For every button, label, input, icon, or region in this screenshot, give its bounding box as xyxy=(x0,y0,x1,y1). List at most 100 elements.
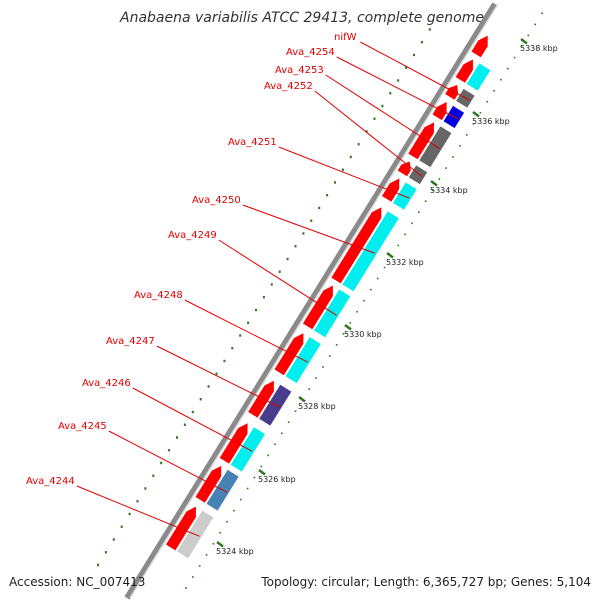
gene-label-ava_4248: Ava_4248 xyxy=(134,290,183,301)
minor-tick xyxy=(233,509,235,512)
minor-tick xyxy=(301,399,304,401)
minor-tick xyxy=(342,333,345,335)
gene-label-nifw: nifW xyxy=(334,32,357,43)
minor-tick-inner xyxy=(286,257,289,261)
gene-label-ava_4245: Ava_4245 xyxy=(58,421,107,432)
leader-line-ava_4249 xyxy=(218,239,337,316)
minor-tick xyxy=(192,576,194,578)
tick-mark-5330-kbp xyxy=(344,324,352,331)
minor-tick-inner xyxy=(168,449,171,452)
minor-tick xyxy=(472,123,475,125)
gene-labels: Ava_4244 Ava_4245 Ava_4246 Ava_4247 Ava_4248… xyxy=(26,32,471,537)
minor-tick-inner xyxy=(412,53,415,57)
minor-tick-inner xyxy=(215,372,218,375)
minor-tick-inner xyxy=(333,181,336,184)
minor-tick-inner xyxy=(302,232,305,235)
tick-label-5338-kbp: 5338 kbp xyxy=(520,44,558,53)
minor-tick-inner xyxy=(397,79,400,82)
leader-line-nifw xyxy=(360,41,471,101)
cds-arrow-ava_4245 xyxy=(195,465,222,503)
leader-line-ava_4248 xyxy=(184,299,308,363)
minor-tick xyxy=(445,167,447,169)
minor-tick-inner xyxy=(183,423,186,426)
tick-label-5328-kbp: 5328 kbp xyxy=(298,402,336,411)
cds-arrow-ava_4247 xyxy=(248,380,274,418)
minor-tick-inner xyxy=(373,117,376,120)
tick-mark-5324-kbp xyxy=(216,541,224,548)
minor-tick-inner xyxy=(191,410,194,414)
cds-arrow-ava_4254 xyxy=(432,101,447,121)
minor-tick-inner xyxy=(97,563,99,567)
minor-tick xyxy=(322,366,324,368)
minor-tick xyxy=(226,520,228,523)
tick-label-5336-kbp: 5336 kbp xyxy=(472,117,510,126)
minor-tick-inner xyxy=(199,398,202,401)
gene-box-extra xyxy=(466,63,491,91)
minor-tick xyxy=(452,156,454,158)
minor-tick xyxy=(404,233,406,236)
gene-label-ava_4253: Ava_4253 xyxy=(275,65,324,76)
leader-line-ava_4245 xyxy=(108,430,228,493)
minor-tick xyxy=(267,454,269,457)
minor-tick-inner xyxy=(160,461,163,465)
gene-label-ava_4251: Ava_4251 xyxy=(228,137,277,148)
minor-tick-inner xyxy=(104,551,107,554)
minor-tick-inner xyxy=(262,296,265,299)
minor-tick xyxy=(328,355,331,357)
genome-backbone xyxy=(124,2,498,600)
minor-tick-inner xyxy=(341,168,344,171)
genome-summary-text: Topology: circular; Length: 6,365,727 bp… xyxy=(260,575,591,589)
minor-tick xyxy=(198,565,201,567)
leader-line-ava_4244 xyxy=(76,485,200,537)
minor-tick-inner xyxy=(389,92,392,95)
leader-line-ava_4252 xyxy=(314,90,423,178)
minor-tick-inner xyxy=(223,359,226,363)
minor-tick xyxy=(479,112,482,114)
minor-tick-inner xyxy=(175,436,178,439)
minor-tick-inner xyxy=(270,283,273,286)
minor-tick-inner xyxy=(310,219,313,222)
minor-tick-inner xyxy=(112,538,115,541)
cds-arrow-nifw xyxy=(445,84,459,100)
minor-tick xyxy=(281,432,283,435)
gene-box-ava_4249 xyxy=(313,289,351,338)
minor-tick-inner xyxy=(120,525,123,528)
minor-tick-inner xyxy=(247,321,250,324)
minor-tick xyxy=(246,487,249,490)
minor-tick-inner xyxy=(365,130,368,133)
minor-tick-inner xyxy=(349,155,352,159)
cds-arrow-ava_4249 xyxy=(302,285,333,330)
feature-tracks xyxy=(124,2,499,600)
minor-tick xyxy=(260,465,263,468)
cds-arrow-ava_4250 xyxy=(331,207,382,284)
minor-tick-inner xyxy=(436,15,439,18)
minor-tick xyxy=(500,78,502,81)
gene-label-ava_4247: Ava_4247 xyxy=(106,336,155,347)
gene-label-ava_4246: Ava_4246 xyxy=(82,378,131,389)
tick-label-5324-kbp: 5324 kbp xyxy=(216,547,254,556)
minor-tick-inner xyxy=(357,143,360,146)
minor-tick xyxy=(253,476,256,479)
minor-tick-inner xyxy=(428,28,431,31)
minor-tick xyxy=(239,498,242,501)
cds-arrow-ava_4246 xyxy=(219,423,248,464)
minor-tick xyxy=(513,56,516,59)
minor-tick xyxy=(486,100,489,103)
minor-tick-inner xyxy=(239,334,242,337)
minor-tick xyxy=(335,344,338,346)
minor-tick xyxy=(274,443,276,446)
minor-tick xyxy=(438,178,441,180)
tick-label-5332-kbp: 5332 kbp xyxy=(386,258,424,267)
tick-marks: 5324 kbp 5326 kbp 5328 kbp 5330 kbp 5332 kbp… xyxy=(97,12,558,589)
gene-box-ava_4253 xyxy=(419,126,452,168)
minor-tick xyxy=(493,89,495,92)
minor-tick xyxy=(383,266,386,269)
leader-line-ava_4250 xyxy=(242,204,376,254)
minor-tick-inner xyxy=(420,40,423,44)
tick-mark-5338-kbp xyxy=(520,38,528,45)
minor-tick xyxy=(520,45,523,48)
minor-tick-inner xyxy=(152,474,155,477)
tick-mark-5328-kbp xyxy=(298,396,306,403)
gene-label-ava_4252: Ava_4252 xyxy=(264,81,313,92)
